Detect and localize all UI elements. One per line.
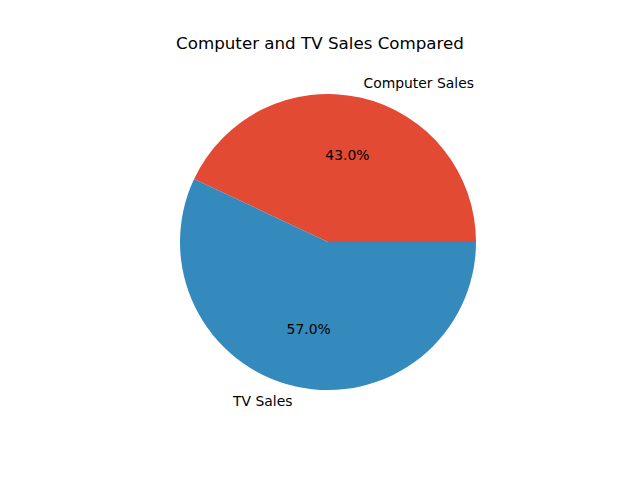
pie-slices [180,94,476,390]
pie-labels: Computer Sales 43.0% TV Sales 57.0% [232,75,474,409]
data-label: 43.0% [325,147,369,163]
slice-label: TV Sales [232,393,292,409]
background [0,0,640,480]
pie-slice [180,179,476,390]
data-label: 57.0% [287,321,331,337]
chart-canvas: Computer and TV Sales Compared Computer S… [0,0,640,480]
slice-label: Computer Sales [364,75,474,91]
chart-title: Computer and TV Sales Compared [176,33,464,53]
